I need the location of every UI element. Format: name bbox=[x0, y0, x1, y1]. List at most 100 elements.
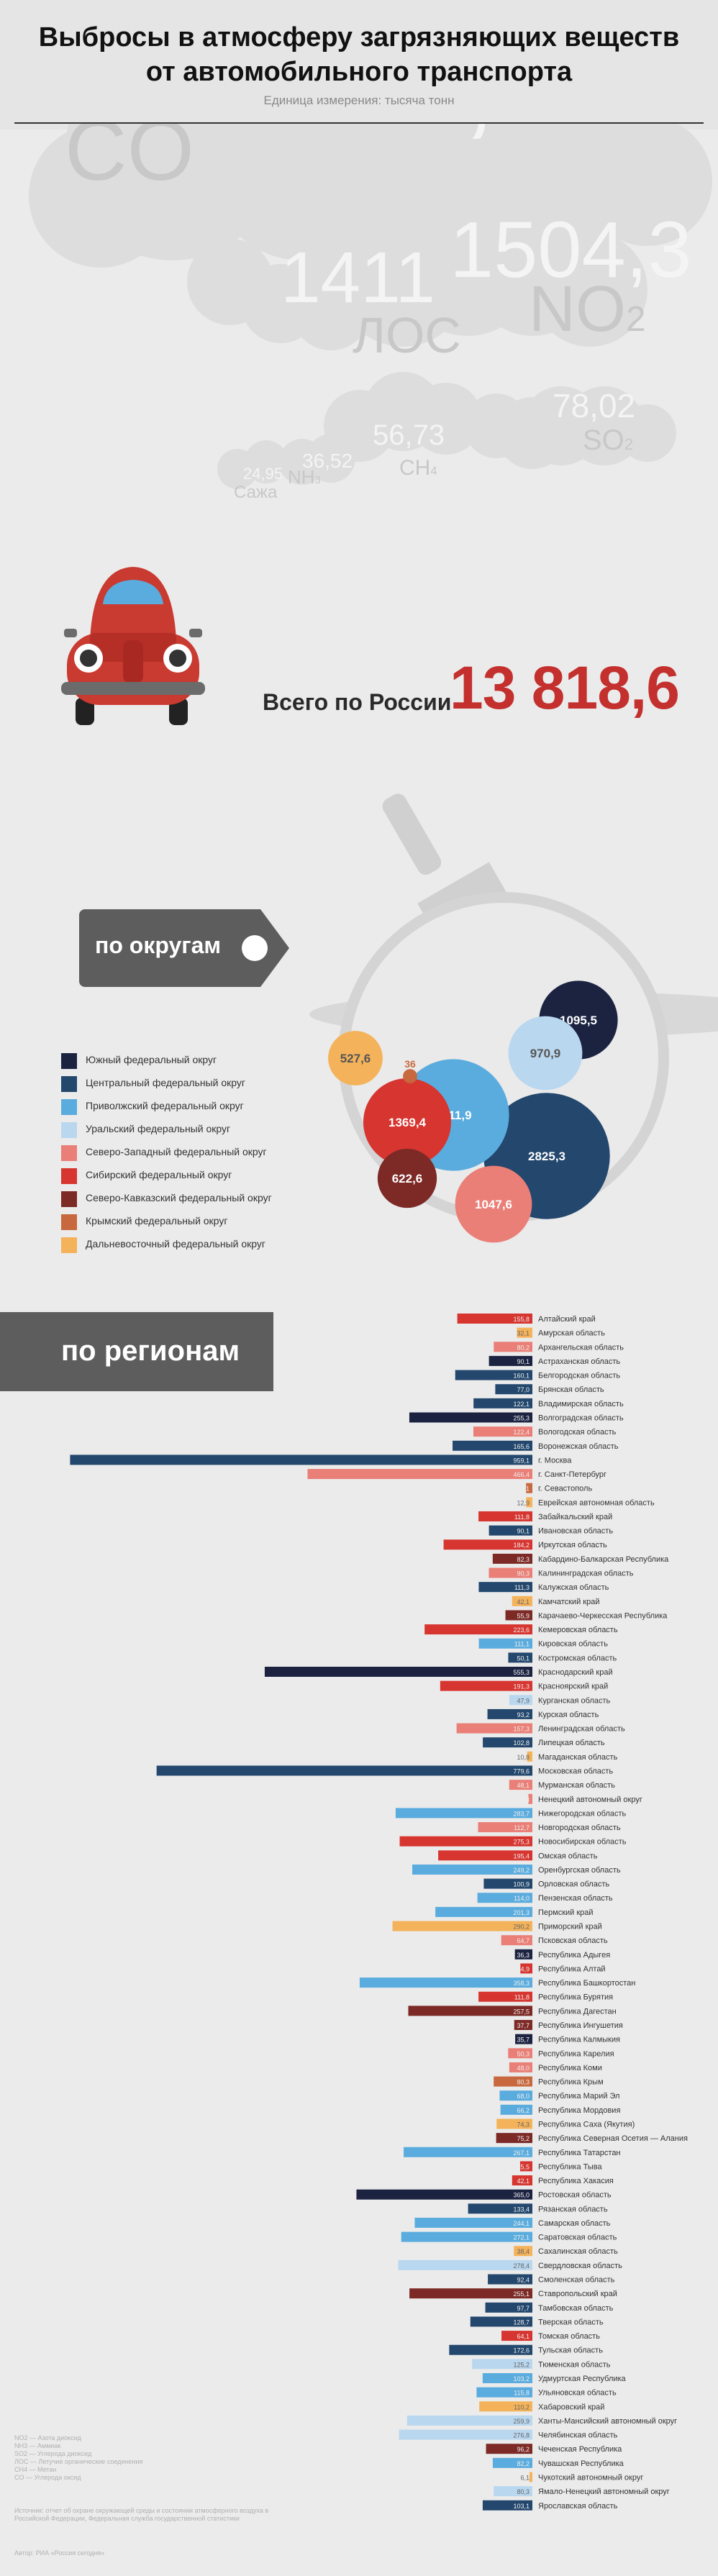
district-bubble-label: 1369,4 bbox=[388, 1116, 427, 1129]
region-value: 111,8 bbox=[514, 1994, 530, 2001]
region-value: 90,1 bbox=[517, 1358, 530, 1365]
region-bar bbox=[399, 1836, 532, 1847]
cloud-shape bbox=[291, 271, 371, 350]
pollutant-clouds: 10 706,8CO1504,3NO21411ЛОС78,02SO256,73C… bbox=[29, 124, 712, 502]
region-bar bbox=[438, 1850, 532, 1861]
region-bar bbox=[520, 1963, 532, 1974]
district-bubble bbox=[328, 1031, 383, 1086]
region-bar bbox=[412, 1864, 532, 1875]
region-value: 48,0 bbox=[517, 2065, 530, 2072]
region-label: Свердловская область bbox=[538, 2262, 622, 2270]
region-bar bbox=[509, 1780, 532, 1790]
region-label: Амурская область bbox=[538, 1329, 605, 1338]
region-value: 555,3 bbox=[513, 1669, 530, 1676]
region-bar bbox=[472, 2359, 532, 2370]
region-value: 80,2 bbox=[517, 1344, 530, 1351]
region-value: 283,7 bbox=[513, 1810, 530, 1817]
flask-bubble-chart: 1095,52825,32211,9970,91047,61369,4622,6… bbox=[309, 793, 718, 1243]
region-label: Ярославская область bbox=[538, 2502, 618, 2511]
region-value: 111,3 bbox=[514, 1584, 530, 1591]
region-value: 8,3 bbox=[520, 1796, 530, 1803]
region-label: Камчатский край bbox=[538, 1598, 599, 1606]
pollutant-value: 1411 bbox=[281, 237, 435, 318]
pollutant-name: CH4 bbox=[399, 456, 437, 480]
region-bar bbox=[492, 2457, 532, 2468]
region-label: Краснодарский край bbox=[538, 1668, 613, 1677]
region-bar bbox=[409, 2288, 532, 2299]
region-bar bbox=[70, 1455, 532, 1465]
region-bar bbox=[512, 1596, 532, 1606]
region-label: Пензенская область bbox=[538, 1894, 613, 1903]
region-bar bbox=[478, 1822, 532, 1833]
region-value: 68,0 bbox=[517, 2093, 530, 2100]
legend-swatch bbox=[61, 1099, 77, 1115]
legend-swatch bbox=[61, 1053, 77, 1069]
footnotes: NO2 — Азота диоксид NH3 — Аммиак SO2 — Угл… bbox=[14, 2434, 142, 2482]
footnote: CH4 — Метан bbox=[14, 2466, 57, 2473]
region-label: Магаданская область bbox=[538, 1753, 618, 1762]
region-bar bbox=[455, 1370, 532, 1380]
region-value: 6,1 bbox=[520, 2474, 530, 2481]
region-bar bbox=[156, 1765, 533, 1776]
region-bar bbox=[514, 2020, 532, 2030]
region-value: 122,1 bbox=[513, 1401, 530, 1408]
pollutant-name: Сажа bbox=[234, 483, 278, 502]
source-note: Источник: отчет об охране окружающей сре… bbox=[14, 2507, 269, 2522]
region-label: Иркутская область bbox=[538, 1541, 607, 1549]
region-label: Республика Башкортостан bbox=[538, 1979, 635, 1988]
header-divider bbox=[14, 122, 704, 124]
region-label: Республика Мордовия bbox=[538, 2106, 620, 2115]
pollutant-name: CO bbox=[65, 124, 194, 199]
cloud-shape bbox=[619, 404, 676, 462]
region-value: 272,1 bbox=[513, 2234, 530, 2242]
region-label: Чукотский автономный округ bbox=[538, 2473, 643, 2482]
district-bubble bbox=[508, 1016, 583, 1091]
page-subtitle: Единица измерения: тысяча тонн bbox=[263, 94, 455, 107]
region-value: 13,1 bbox=[517, 1485, 530, 1493]
region-label: Республика Дагестан bbox=[538, 2007, 617, 2016]
cloud-shape bbox=[410, 383, 482, 455]
legend-swatch bbox=[61, 1214, 77, 1230]
region-bar bbox=[356, 2189, 532, 2200]
district-bubble-label: 1095,5 bbox=[560, 1014, 597, 1027]
regions-bar-chart: 155,8 Алтайский край 32,1 Амурская область 8… bbox=[70, 1314, 688, 2511]
region-label: Республика Тыва bbox=[538, 2162, 603, 2171]
region-bar bbox=[501, 2331, 532, 2341]
region-value: 195,4 bbox=[513, 1852, 530, 1860]
region-label: Удмуртская Республика bbox=[538, 2375, 627, 2383]
region-label: Республика Бурятия bbox=[538, 1993, 613, 2002]
region-label: Ямало-Ненецкий автономный округ bbox=[538, 2488, 670, 2496]
region-bar bbox=[508, 2048, 532, 2059]
region-bar bbox=[529, 2472, 532, 2482]
cloud-shape bbox=[29, 124, 173, 268]
total-value: 13 818,6 bbox=[450, 654, 680, 722]
region-bar bbox=[515, 2034, 532, 2044]
region-label: Астраханская область bbox=[538, 1357, 620, 1366]
region-label: Новосибирская область bbox=[538, 1838, 627, 1847]
region-value: 74,3 bbox=[517, 2121, 530, 2128]
region-label: Мурманская область bbox=[538, 1781, 615, 1790]
legend-swatch bbox=[61, 1168, 77, 1184]
region-label: Костромская область bbox=[538, 1654, 617, 1662]
legend-swatch bbox=[61, 1191, 77, 1207]
region-bar bbox=[509, 1695, 532, 1706]
pollutant-value: 24,95 bbox=[243, 465, 283, 483]
region-value: 223,6 bbox=[513, 1626, 530, 1634]
region-value: 10,8 bbox=[517, 1754, 530, 1761]
legend-label: Северо-Западный федеральный округ bbox=[86, 1146, 267, 1157]
region-value: 42,1 bbox=[517, 2177, 530, 2185]
region-value: 122,4 bbox=[513, 1429, 530, 1436]
region-value: 111,8 bbox=[514, 1514, 530, 1521]
region-label: Республика Саха (Якутия) bbox=[538, 2120, 635, 2129]
region-label: Воронежская область bbox=[538, 1442, 619, 1451]
region-bar bbox=[477, 1893, 532, 1903]
region-bar bbox=[519, 2161, 532, 2172]
pollutant-name: ЛОС bbox=[353, 307, 461, 363]
region-value: 103,2 bbox=[513, 2375, 530, 2382]
region-bar bbox=[494, 2076, 532, 2087]
car-icon bbox=[61, 567, 205, 725]
region-bar bbox=[404, 2147, 532, 2157]
region-value: 64,7 bbox=[517, 1937, 530, 1944]
footnote: CO — Углерода оксид bbox=[14, 2474, 81, 2481]
cloud-shape bbox=[306, 434, 355, 483]
